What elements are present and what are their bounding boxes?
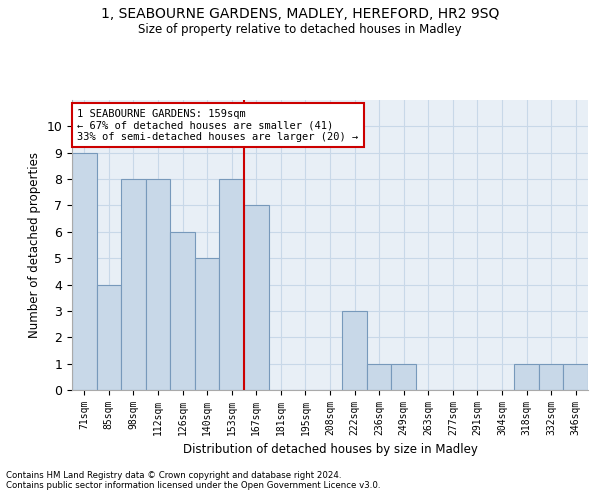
Text: Size of property relative to detached houses in Madley: Size of property relative to detached ho… bbox=[138, 22, 462, 36]
Text: 1 SEABOURNE GARDENS: 159sqm
← 67% of detached houses are smaller (41)
33% of sem: 1 SEABOURNE GARDENS: 159sqm ← 67% of det… bbox=[77, 108, 358, 142]
Text: 1, SEABOURNE GARDENS, MADLEY, HEREFORD, HR2 9SQ: 1, SEABOURNE GARDENS, MADLEY, HEREFORD, … bbox=[101, 8, 499, 22]
Bar bbox=[342, 311, 367, 390]
Bar bbox=[367, 364, 391, 390]
Text: Contains public sector information licensed under the Open Government Licence v3: Contains public sector information licen… bbox=[6, 481, 380, 490]
Bar bbox=[195, 258, 220, 390]
Bar bbox=[121, 179, 146, 390]
Text: Contains HM Land Registry data © Crown copyright and database right 2024.: Contains HM Land Registry data © Crown c… bbox=[6, 471, 341, 480]
Bar bbox=[244, 206, 269, 390]
Y-axis label: Number of detached properties: Number of detached properties bbox=[28, 152, 41, 338]
Bar bbox=[97, 284, 121, 390]
Bar bbox=[72, 152, 97, 390]
Text: Distribution of detached houses by size in Madley: Distribution of detached houses by size … bbox=[182, 442, 478, 456]
Bar bbox=[170, 232, 195, 390]
Bar bbox=[220, 179, 244, 390]
Bar bbox=[539, 364, 563, 390]
Bar bbox=[146, 179, 170, 390]
Bar bbox=[391, 364, 416, 390]
Bar bbox=[563, 364, 588, 390]
Bar bbox=[514, 364, 539, 390]
